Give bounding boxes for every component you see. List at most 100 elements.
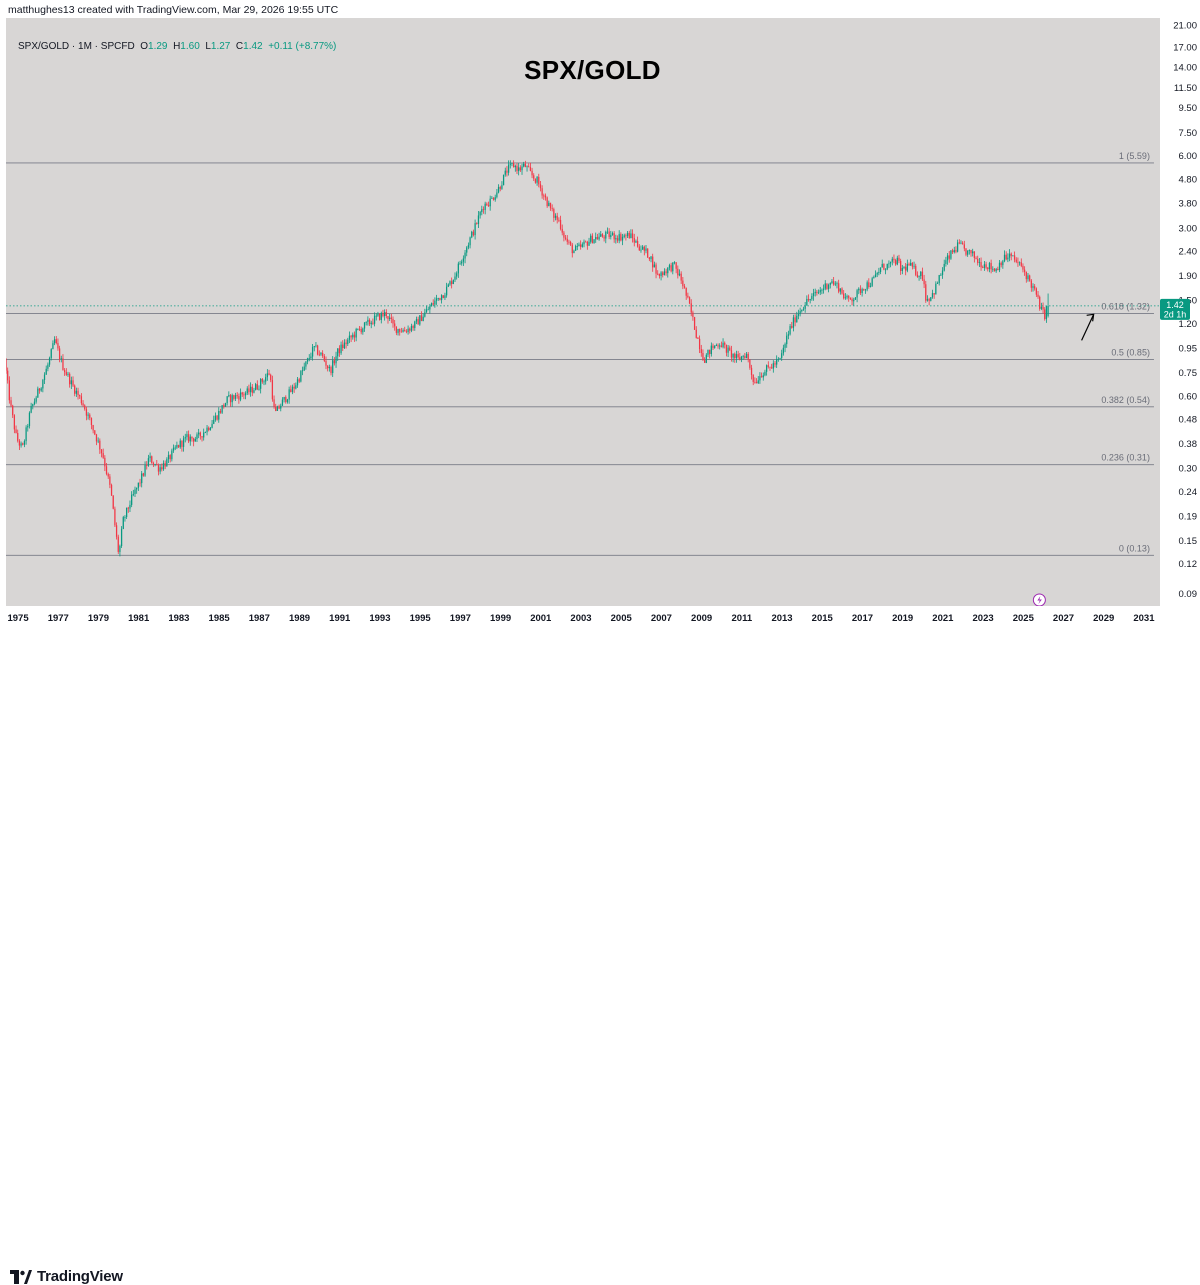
candle-body [316, 345, 319, 355]
candle-body [193, 438, 195, 442]
candle-body [17, 432, 19, 441]
candle-body [930, 297, 932, 301]
candle-body [590, 235, 592, 242]
annotation-arrowhead [1086, 313, 1095, 322]
candle-body [948, 255, 950, 259]
candle-body [12, 405, 14, 416]
candle-body [782, 347, 785, 354]
y-tick-label: 17.00 [1173, 42, 1197, 53]
candle-body [42, 379, 44, 389]
candle-body [385, 312, 387, 317]
chart-plot-area[interactable]: 1 (5.59) 0.618 (1.32) 0.5 (0.85) 0.382 (0.5… [6, 18, 1160, 606]
candle-body [764, 371, 766, 376]
candle-body [120, 528, 123, 547]
candle-body [580, 244, 582, 247]
candle-body [1042, 306, 1044, 310]
candle-body [516, 165, 518, 172]
x-tick-label: 1989 [289, 613, 310, 624]
candle-body [226, 396, 228, 404]
candle-body [85, 409, 88, 416]
candle-body [452, 279, 454, 285]
candle-body [203, 432, 205, 438]
candle-body [362, 328, 364, 333]
candle-body [211, 423, 213, 428]
candle-body [147, 458, 150, 466]
candle-body [318, 354, 320, 356]
candle-body [52, 343, 54, 350]
legend-close-label: C [235, 41, 244, 52]
candle-body [221, 405, 223, 413]
candle-body [988, 262, 991, 270]
candle-body [281, 399, 284, 406]
time-axis[interactable]: 1975 1977 1979 1981 1983 1985 1987 1989 1991 1993… [6, 606, 1160, 630]
candle-body [1012, 255, 1014, 257]
candle-body [258, 388, 260, 390]
candle-body [925, 284, 927, 301]
candle-body [598, 236, 600, 240]
candle-body [394, 323, 396, 327]
candle-body [122, 517, 124, 529]
candle-body [337, 348, 339, 357]
candle-body [556, 215, 558, 220]
candle-body [174, 447, 176, 449]
candle-body [353, 334, 356, 338]
y-tick-label: 0.60 [1179, 391, 1198, 402]
candle-body [176, 444, 178, 448]
candle-body [45, 368, 47, 375]
candle-body [268, 373, 270, 375]
price-chart[interactable]: 1 (5.59) 0.618 (1.32) 0.5 (0.85) 0.382 (0.5… [6, 18, 1160, 606]
candle-body [355, 328, 357, 338]
candle-body [489, 198, 491, 207]
candle-body [926, 299, 929, 301]
candle-body [729, 347, 731, 351]
candle-body [863, 289, 865, 290]
candle-body [137, 482, 139, 488]
symbol-legend[interactable]: SPX/GOLD · 1M · SPCFD O1.29 H1.60 L1.27 … [18, 41, 336, 52]
candle-body [261, 379, 263, 382]
candle-body [596, 237, 599, 240]
candle-body [648, 257, 650, 260]
candle-body [807, 298, 810, 301]
candle-body [35, 397, 37, 402]
candle-body [370, 322, 372, 325]
candle-body [260, 379, 262, 389]
candle-body [25, 427, 27, 442]
y-tick-label: 4.80 [1179, 174, 1198, 185]
candle-body [600, 234, 602, 237]
candle-body [50, 349, 52, 358]
candle-body [444, 295, 446, 298]
candle-body [291, 386, 294, 393]
candle-body [22, 443, 24, 445]
candle-body [58, 348, 61, 360]
candle-body [82, 403, 84, 406]
lightning-icon [1037, 596, 1042, 604]
fibonacci-levels [6, 162, 1160, 556]
candle-body [534, 178, 537, 183]
x-tick-label: 2027 [1053, 613, 1074, 624]
candle-body [866, 282, 868, 290]
candle-body [18, 440, 21, 446]
x-tick-label: 1979 [88, 613, 109, 624]
candle-body [499, 187, 501, 189]
candle-body [838, 283, 840, 292]
tradingview-brand[interactable]: TradingView [10, 1268, 123, 1285]
candle-body [645, 248, 647, 251]
candle-body [486, 203, 488, 206]
candle-body [1025, 271, 1027, 280]
candle-body [397, 328, 399, 333]
candle-body [1000, 262, 1002, 266]
candle-body [682, 280, 684, 287]
candle-body [129, 504, 131, 509]
x-tick-label: 1985 [209, 613, 231, 624]
candle-body [777, 358, 779, 360]
time-axis-scale[interactable]: 1975 1977 1979 1981 1983 1985 1987 1989 1991 1993… [6, 606, 1160, 630]
candle-body [829, 282, 831, 285]
candle-body [439, 297, 441, 300]
last-price-badge-bg [1160, 298, 1190, 320]
y-tick-label: 3.80 [1179, 199, 1198, 210]
candle-body [714, 345, 716, 348]
candle-body [992, 268, 994, 270]
candle-body [365, 321, 367, 323]
candle-body [732, 353, 734, 358]
candle-body [916, 274, 919, 277]
